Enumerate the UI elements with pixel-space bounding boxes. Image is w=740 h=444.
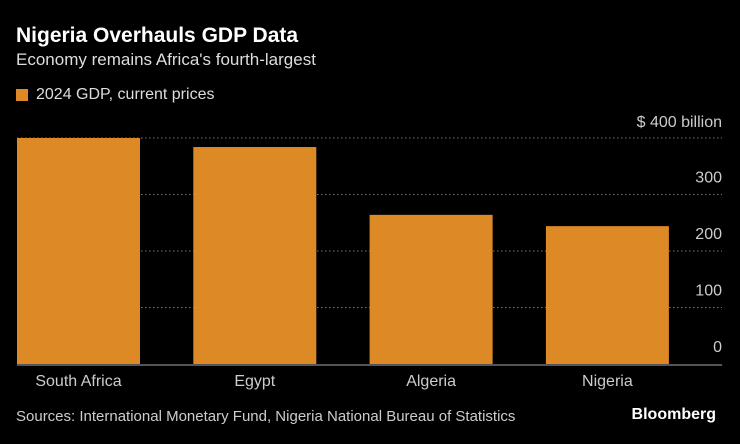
x-tick-label: Egypt [234, 373, 275, 390]
chart-title: Nigeria Overhauls GDP Data [16, 24, 299, 47]
bar [193, 147, 317, 364]
legend-label: 2024 GDP, current prices [36, 86, 215, 103]
y-tick-label: 100 [695, 283, 722, 300]
y-tick-label: 200 [695, 226, 722, 243]
legend: 2024 GDP, current prices [16, 86, 214, 104]
x-tick-label: Nigeria [582, 373, 633, 390]
y-tick-label: $ 400 billion [637, 114, 722, 131]
y-tick-label: 300 [695, 170, 722, 187]
source-note: Sources: International Monetary Fund, Ni… [16, 408, 516, 425]
x-tick-label: Algeria [406, 373, 456, 390]
x-tick-label: South Africa [35, 373, 121, 390]
bar [369, 214, 493, 364]
legend-swatch [16, 89, 28, 101]
bloomberg-logo: Bloomberg [631, 406, 716, 423]
bar [17, 138, 140, 364]
bar [545, 226, 669, 364]
y-tick-label: 0 [713, 339, 722, 356]
chart-subtitle: Economy remains Africa's fourth-largest [16, 50, 316, 69]
